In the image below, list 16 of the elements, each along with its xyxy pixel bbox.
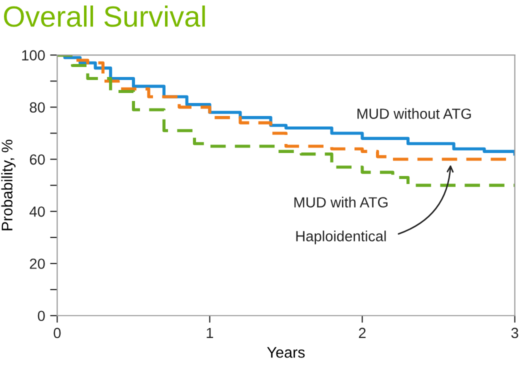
chart-title: Overall Survival [4, 6, 205, 27]
text: Haploidentical [296, 230, 386, 244]
y-tick-label: 80 [30, 102, 45, 113]
x-tick-label: 3 [511, 328, 518, 338]
y-tick-label: 60 [30, 154, 45, 165]
y-tick-label: 0 [38, 310, 45, 322]
x-axis-title: Years [267, 347, 305, 358]
y-tick-label: 100 [22, 50, 45, 60]
y-tick-label: 20 [30, 258, 45, 269]
x-tick-label: 1 [206, 328, 214, 338]
series-label: MUD with ATG [294, 196, 388, 208]
x-tick-label: 0 [54, 328, 61, 338]
x-tick-label: 2 [358, 328, 366, 338]
y-tick-label: 40 [30, 206, 45, 217]
y-axis-title: Probability, % [1, 140, 16, 230]
series-label: MUD without ATG [358, 108, 471, 119]
